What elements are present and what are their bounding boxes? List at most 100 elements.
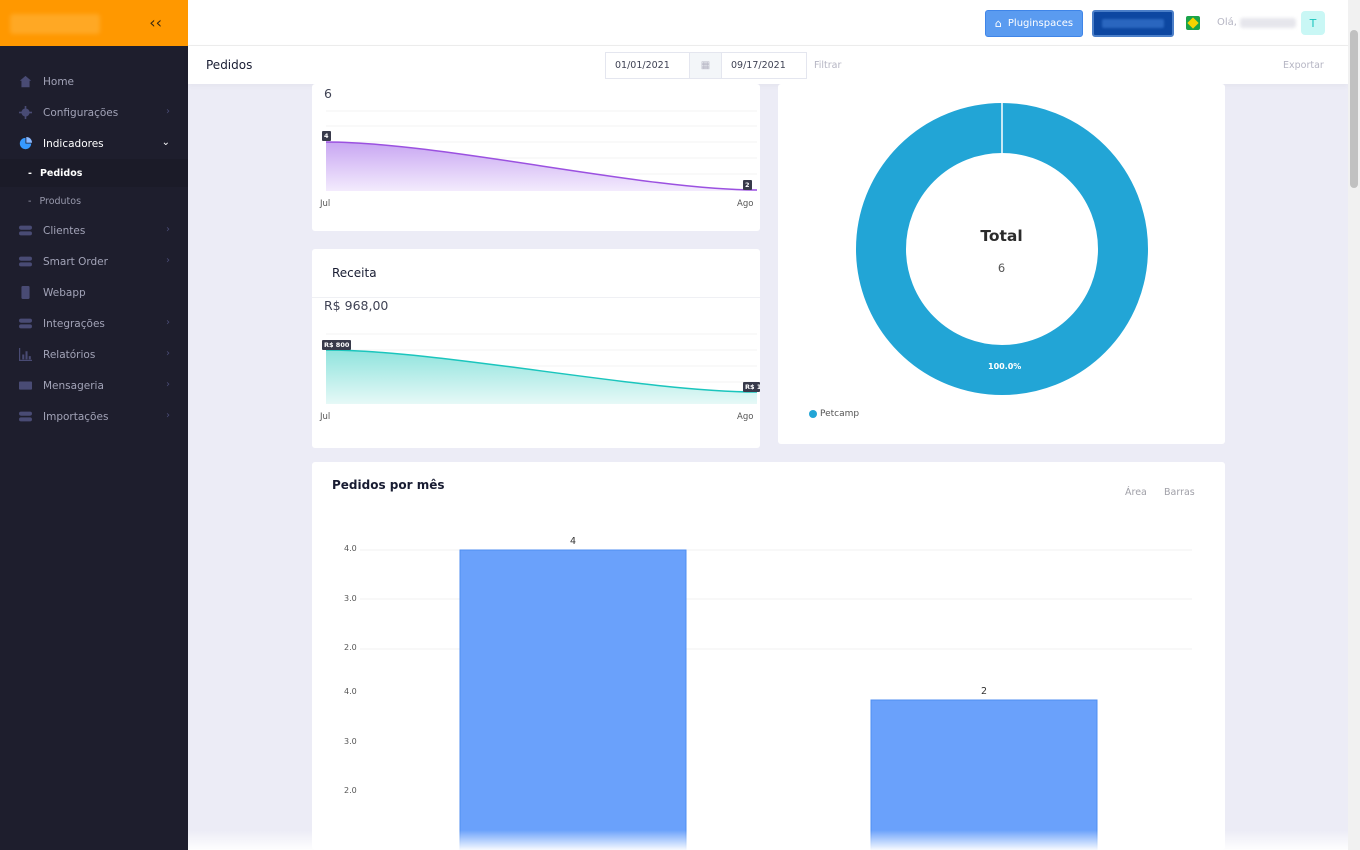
bullet-dash: - [28,195,32,207]
mail-icon [18,379,32,393]
date-to-input[interactable]: 09/17/2021 [721,52,807,79]
sidebar: ‹‹ Home Configurações › Indicadores ⌄ - … [0,0,188,850]
page-scrollbar[interactable] [1348,0,1360,850]
receita-area-fill [326,350,757,404]
y-tick-label: 3.0 [344,594,357,603]
greeting-text: Olá, [1217,17,1237,28]
redacted-label [1102,19,1164,28]
sidebar-item-label: Webapp [43,286,86,299]
legend-label: Petcamp [820,409,860,419]
donut-slice-petcamp [856,103,1148,395]
legend-marker [809,410,817,418]
bar-chart-icon [18,348,32,362]
sidebar-item-mensageria[interactable]: Mensageria › [0,370,188,401]
x-tick-label: Jul [320,412,331,422]
donut-total-label: Total [980,227,1023,245]
chevron-right-icon: › [166,379,170,390]
avatar[interactable]: T [1301,11,1325,35]
sidebar-subitem-label: Pedidos [39,167,83,179]
sidebar-item-indicadores[interactable]: Indicadores ⌄ [0,128,188,159]
sidebar-item-importacoes[interactable]: Importações › [0,401,188,432]
chevron-right-icon: › [166,106,170,117]
brazil-flag-icon[interactable] [1186,16,1200,30]
date-from-input[interactable]: 01/01/2021 [605,52,690,79]
bar-value-label: 2 [981,686,987,697]
phone-icon [18,286,32,300]
chevron-down-icon: ⌄ [161,137,170,148]
pluginspaces-button[interactable]: ⌂ Pluginspaces [985,10,1083,37]
pedidos-line [325,141,758,191]
toggle-icon [18,224,32,238]
home-icon [18,75,32,89]
y-tick-label: 2.0 [344,643,357,652]
pedidos-area-chart [325,110,758,191]
sidebar-item-label: Home [43,75,75,88]
sidebar-item-home[interactable]: Home [0,66,188,97]
filter-button[interactable]: Filtrar [814,60,842,71]
bar-value-label: 4 [570,536,576,547]
y-tick-label: 4.0 [344,687,357,696]
chevron-right-icon: › [166,224,170,235]
toggle-bars-button[interactable]: Barras [1164,487,1195,498]
x-tick-label: Ago [737,199,754,209]
toggle-icon [18,255,32,269]
bar[interactable] [870,699,1098,850]
sidebar-item-integracoes[interactable]: Integrações › [0,308,188,339]
chevron-right-icon: › [166,317,170,328]
username-redacted [1240,18,1296,28]
pedidos-bar-chart: 42 [360,536,1192,850]
subheader: Pedidos 01/01/2021 ▦ 09/17/2021 Filtrar … [188,46,1348,84]
data-label: 4 [322,131,331,141]
account-button[interactable] [1092,10,1174,37]
pedidos-card: 6 4 2 Jul Ago [312,84,760,231]
donut-slice-label: 100.0% [988,362,1022,371]
sidebar-item-webapp[interactable]: Webapp [0,277,188,308]
chevron-right-icon: › [166,410,170,421]
bar[interactable] [459,549,687,850]
x-tick-label: Jul [320,199,331,209]
scrollbar-thumb[interactable] [1350,30,1358,188]
page-title: Pedidos [206,58,253,72]
toggle-area-button[interactable]: Área [1125,487,1147,498]
receita-total-value: R$ 968,00 [324,298,389,313]
sidebar-item-label: Smart Order [43,255,108,268]
export-button[interactable]: Exportar [1283,60,1324,71]
sidebar-item-relatorios[interactable]: Relatórios › [0,339,188,370]
divider [312,297,760,298]
sidebar-item-label: Importações [43,410,109,423]
sidebar-item-label: Relatórios [43,348,96,361]
sidebar-subitem-produtos[interactable]: - Produtos [0,187,188,215]
sidebar-item-clientes[interactable]: Clientes › [0,215,188,246]
y-tick-label: 3.0 [344,737,357,746]
calendar-icon[interactable]: ▦ [690,52,721,79]
receita-card: Receita R$ 968,00 R$ 800 R$ 1 Jul Ago [312,249,760,448]
bullet-dash: - [28,167,32,179]
sidebar-subitem-label: Produtos [39,195,82,207]
receita-area-chart [325,333,758,404]
sidebar-item-label: Integrações [43,317,105,330]
data-label: 2 [743,180,752,190]
receita-line [325,349,758,393]
sidebar-item-label: Mensageria [43,379,104,392]
chevron-right-icon: › [166,255,170,266]
sidebar-subitem-pedidos[interactable]: - Pedidos [0,159,188,187]
pedidos-total-value: 6 [324,86,332,101]
collapse-sidebar-icon[interactable]: ‹‹ [149,13,162,32]
donut-chart [856,103,1148,395]
sidebar-item-smart-order[interactable]: Smart Order › [0,246,188,277]
gear-icon [18,106,32,120]
data-label: R$ 800 [322,340,352,350]
x-tick-label: Ago [737,412,754,422]
pedidos-por-mes-title: Pedidos por mês [332,478,445,492]
sidebar-item-configuracoes[interactable]: Configurações › [0,97,188,128]
sidebar-item-label: Configurações [43,106,119,119]
logo [10,14,100,34]
pie-chart-icon [18,137,32,151]
top-header: ⌂ Pluginspaces Olá, T [188,0,1360,46]
sidebar-item-label: Clientes [43,224,86,237]
data-label: R$ 1 [743,382,760,392]
sidebar-nav: Home Configurações › Indicadores ⌄ - Ped… [0,46,188,432]
sidebar-item-label: Indicadores [43,137,104,150]
toggle-icon [18,317,32,331]
donut-legend[interactable]: Petcamp [809,409,859,419]
